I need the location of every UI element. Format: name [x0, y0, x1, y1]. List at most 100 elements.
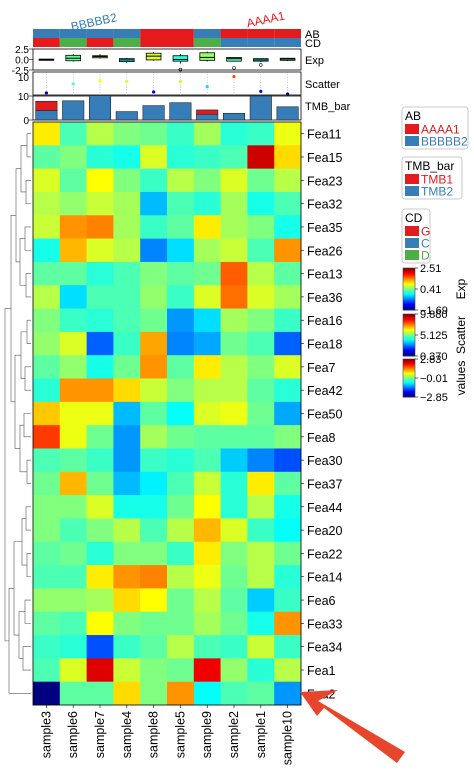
heatmap-cell [113, 448, 141, 473]
colorbar-scatter-stop [403, 353, 415, 356]
colorbar-exp-stop [403, 292, 415, 294]
colorbar-tick-label: 2.83 [420, 354, 441, 366]
colorbar-exp-stop [403, 280, 415, 283]
colorbar-tick-label: 0.41 [420, 284, 441, 296]
heatmap-cell [193, 588, 221, 613]
heatmap-cell [220, 285, 248, 309]
heatmap-cell [274, 308, 302, 333]
feature-label: Fea16 [307, 314, 342, 328]
colorbar-scatter-stop [403, 352, 415, 355]
colorbar-exp-stop [403, 304, 415, 307]
colorbar-values-stop [403, 376, 415, 378]
heatmap-cell [167, 215, 195, 239]
ab-cell [274, 29, 301, 38]
tmb-tick-label: 10 [18, 92, 30, 103]
sample-label: sample10 [281, 711, 295, 765]
heatmap-cell [33, 308, 61, 333]
colorbar-values-stop [403, 385, 415, 388]
heatmap-cell [113, 425, 141, 449]
feature-label: Fea1 [307, 664, 336, 678]
colorbar-values-stop [403, 362, 415, 365]
heatmap-cell [167, 122, 195, 146]
scatter-row-label: Scatter [305, 79, 340, 91]
heatmap-cell [247, 355, 275, 379]
heatmap-cell [140, 355, 168, 379]
colorbar-exp-stop [403, 274, 415, 276]
legend-title-tmb_bar: TMB_bar [405, 159, 454, 173]
colorbar-values-stop [403, 367, 415, 369]
heatmap-cell [193, 611, 221, 636]
colorbar-values-stop [403, 390, 415, 392]
legend-entry: D [421, 249, 430, 263]
heatmap-cell [113, 565, 141, 589]
heatmap-cell [113, 611, 141, 636]
heatmap-cell [167, 681, 195, 706]
feature-label: Fea22 [307, 547, 342, 561]
heatmap-cell [193, 168, 221, 193]
heatmap-cell [220, 308, 248, 333]
heatmap-cell [274, 495, 302, 519]
colorbar-scatter-stop [403, 319, 415, 321]
ab-row-label: AB [305, 29, 320, 41]
feature-label: Fea20 [307, 524, 342, 538]
heatmap-cell [247, 611, 275, 636]
tmb2-bar [35, 110, 58, 121]
heatmap-cell [86, 122, 114, 146]
heatmap-cell [33, 401, 61, 426]
feature-label: Fea15 [307, 151, 342, 165]
heatmap-cell [167, 285, 195, 309]
heatmap-cell [140, 448, 168, 473]
colorbar-tick-label: 2.51 [420, 263, 441, 275]
heatmap-cell [274, 331, 302, 356]
heatmap-cell [59, 401, 87, 426]
heatmap-cell [33, 588, 61, 613]
heatmap-cell [193, 238, 221, 263]
heatmap-cell [59, 495, 87, 519]
heatmap-cell [33, 681, 61, 706]
heatmap-cell [140, 331, 168, 356]
colorbar-scatter-stop [403, 323, 415, 325]
heatmap-cell [59, 378, 87, 403]
cd-cell [86, 38, 114, 47]
heatmap-cell [140, 168, 168, 193]
heatmap-cell [274, 565, 302, 589]
legend-entry: AAAA1 [421, 123, 460, 137]
colorbar-exp-stop [403, 301, 415, 304]
scatter-point [71, 82, 75, 86]
scatter-point [205, 85, 209, 89]
heatmap-cell [274, 215, 302, 239]
scatter-point [232, 75, 236, 79]
tmb-row-label: TMB_bar [305, 101, 351, 113]
colorbar-scatter-stop [403, 326, 415, 329]
heatmap-cell [59, 145, 87, 169]
colorbar-exp-stop [403, 305, 415, 308]
colorbar-values-stop [403, 380, 415, 383]
heatmap-cell [274, 285, 302, 309]
colorbar-exp-stop [403, 270, 415, 272]
heatmap-cell [220, 681, 248, 706]
feature-label: Fea18 [307, 338, 342, 352]
colorbar-values-stop [403, 382, 415, 385]
heatmap-cell [113, 588, 141, 613]
heatmap-cell [220, 215, 248, 239]
heatmap-cell [220, 495, 248, 519]
heatmap-cell [274, 238, 302, 263]
dendrogram-branch [24, 599, 31, 624]
scatter-point [152, 90, 156, 94]
colorbar-values-stop [403, 366, 415, 369]
heatmap-cell [59, 588, 87, 613]
cd-cell [167, 38, 194, 47]
legend-swatch [405, 136, 419, 146]
scatter-point [44, 91, 49, 95]
heatmap-cell [140, 378, 168, 403]
heatmap-cell [220, 425, 248, 449]
heatmap-cell [86, 285, 114, 309]
ab-group-label: AAAA1 [245, 9, 286, 31]
heatmap-cell [220, 518, 248, 543]
tmb2-bar [169, 102, 192, 121]
tmb2-bar [249, 95, 272, 121]
colorbar-scatter-stop [403, 336, 415, 338]
heatmap-cell [59, 215, 87, 239]
colorbar-values-stop [403, 378, 415, 381]
heatmap-cell [59, 168, 87, 193]
